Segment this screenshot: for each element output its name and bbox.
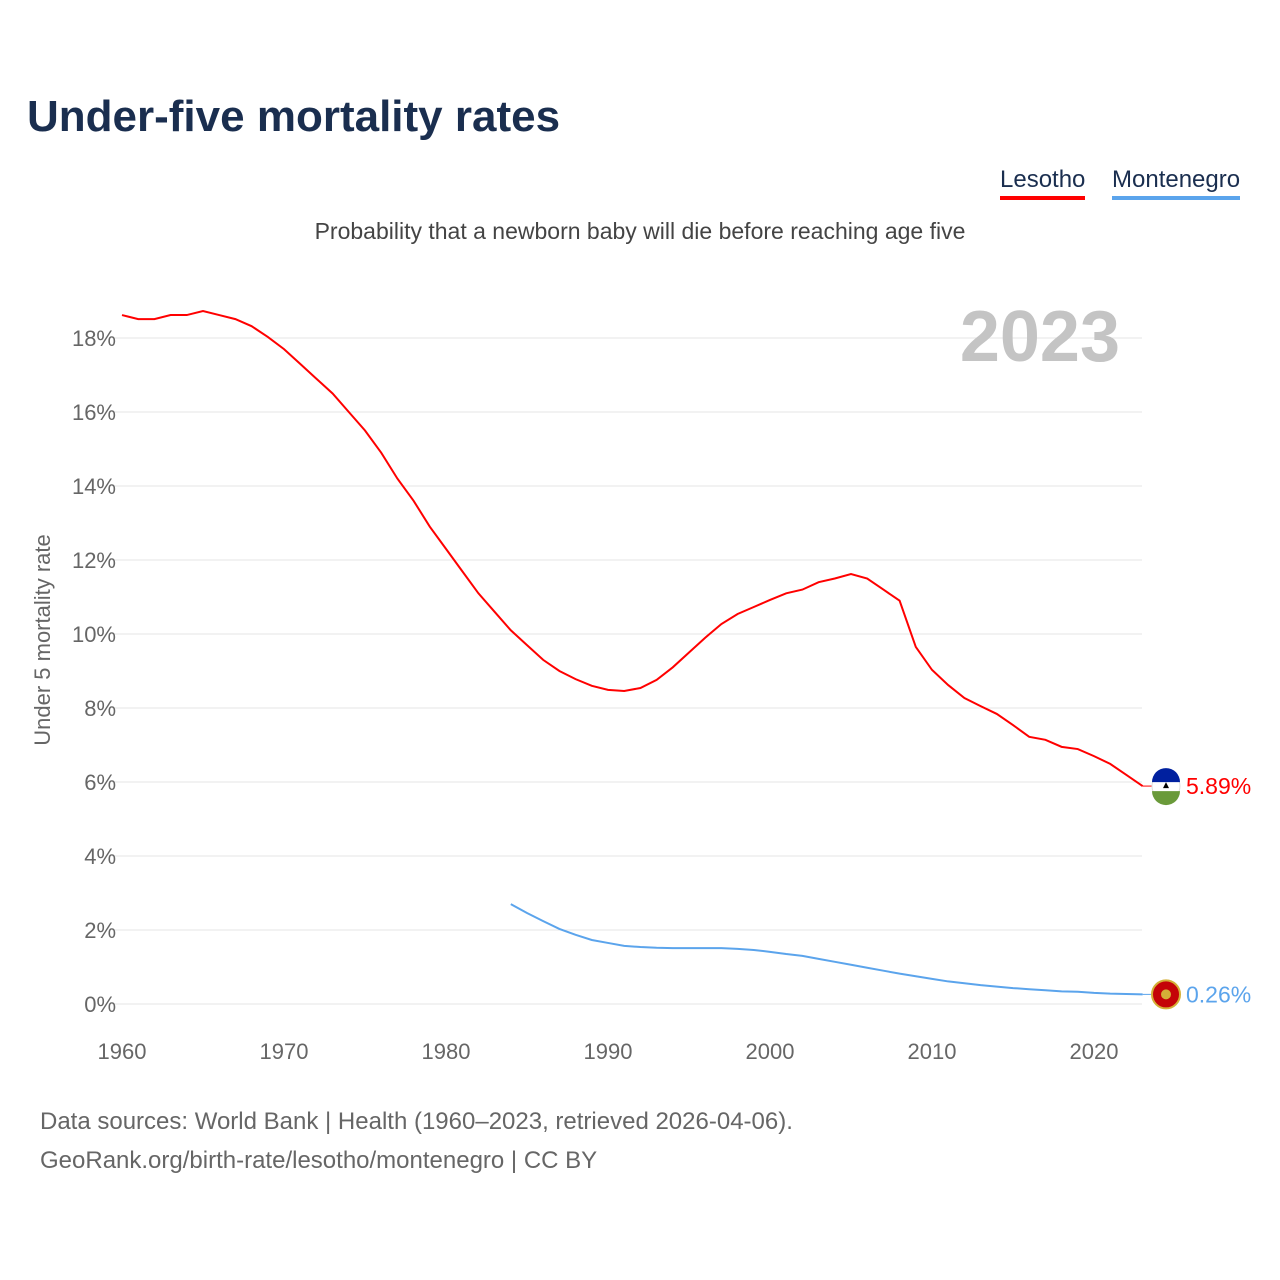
page-title: Under-five mortality rates: [27, 92, 561, 141]
x-tick-label: 1980: [422, 1039, 471, 1064]
y-tick-label: 18%: [72, 326, 116, 351]
y-tick-label: 2%: [84, 918, 116, 943]
y-axis-label: Under 5 mortality rate: [30, 534, 55, 746]
legend-montenegro[interactable]: Montenegro: [1112, 166, 1241, 200]
x-tick-label: 1960: [98, 1039, 147, 1064]
y-tick-label: 10%: [72, 622, 116, 647]
y-tick-label: 12%: [72, 548, 116, 573]
legend-lesotho[interactable]: Lesotho: [1000, 166, 1086, 200]
chart-subtitle: Probability that a newborn baby will die…: [314, 218, 966, 244]
flag-stripe: [1152, 791, 1181, 806]
flag-emblem: [1161, 989, 1171, 1000]
x-tick-label: 2020: [1070, 1039, 1119, 1064]
data-source: Data sources: World Bank | Health (1960–…: [40, 1108, 793, 1135]
x-tick-label: 2010: [908, 1039, 957, 1064]
x-tick-label: 1990: [584, 1039, 633, 1064]
year-label: 2023: [960, 297, 1120, 377]
series-line-montenegro: [510, 903, 1143, 996]
y-tick-label: 0%: [84, 992, 116, 1017]
flag-hat: [1163, 782, 1169, 789]
attribution: GeoRank.org/birth-rate/lesotho/montenegr…: [40, 1147, 598, 1174]
end-value-label: 0.26%: [1186, 981, 1251, 1007]
x-tick-label: 1970: [260, 1039, 309, 1064]
y-tick-label: 4%: [84, 844, 116, 869]
end-value-label: 5.89%: [1186, 773, 1251, 799]
y-tick-label: 8%: [84, 696, 116, 721]
y-tick-label: 6%: [84, 770, 116, 795]
y-tick-label: 16%: [72, 400, 116, 425]
y-tick-label: 14%: [72, 474, 116, 499]
flag-stripe: [1152, 768, 1181, 783]
series-line-lesotho: [121, 309, 1144, 787]
x-tick-label: 2000: [746, 1039, 795, 1064]
